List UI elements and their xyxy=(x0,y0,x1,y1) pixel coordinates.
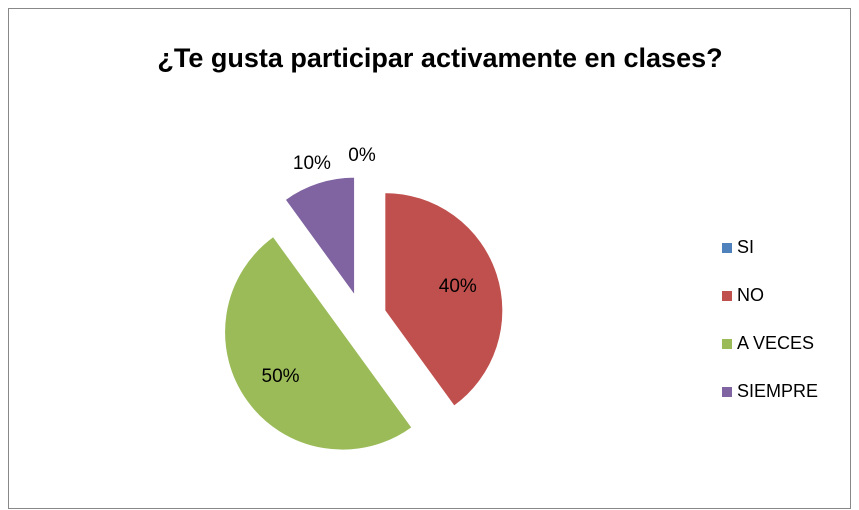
data-label: 40% xyxy=(439,276,477,297)
legend-label: A VECES xyxy=(737,333,814,353)
chart-title: ¿Te gusta participar activamente en clas… xyxy=(157,43,722,73)
legend-label: NO xyxy=(737,285,764,305)
legend-label: SIEMPRE xyxy=(737,381,818,401)
legend-swatch xyxy=(722,339,732,349)
legend-swatch xyxy=(722,243,732,253)
legend-swatch xyxy=(722,291,732,301)
legend-swatch xyxy=(722,387,732,397)
data-label: 0% xyxy=(348,145,376,166)
data-label: 10% xyxy=(293,153,331,174)
pie-slice xyxy=(384,192,504,407)
legend-label: SI xyxy=(737,237,754,257)
data-label: 50% xyxy=(262,366,300,387)
pie-slice xyxy=(224,235,413,451)
pie-slice xyxy=(284,176,356,297)
